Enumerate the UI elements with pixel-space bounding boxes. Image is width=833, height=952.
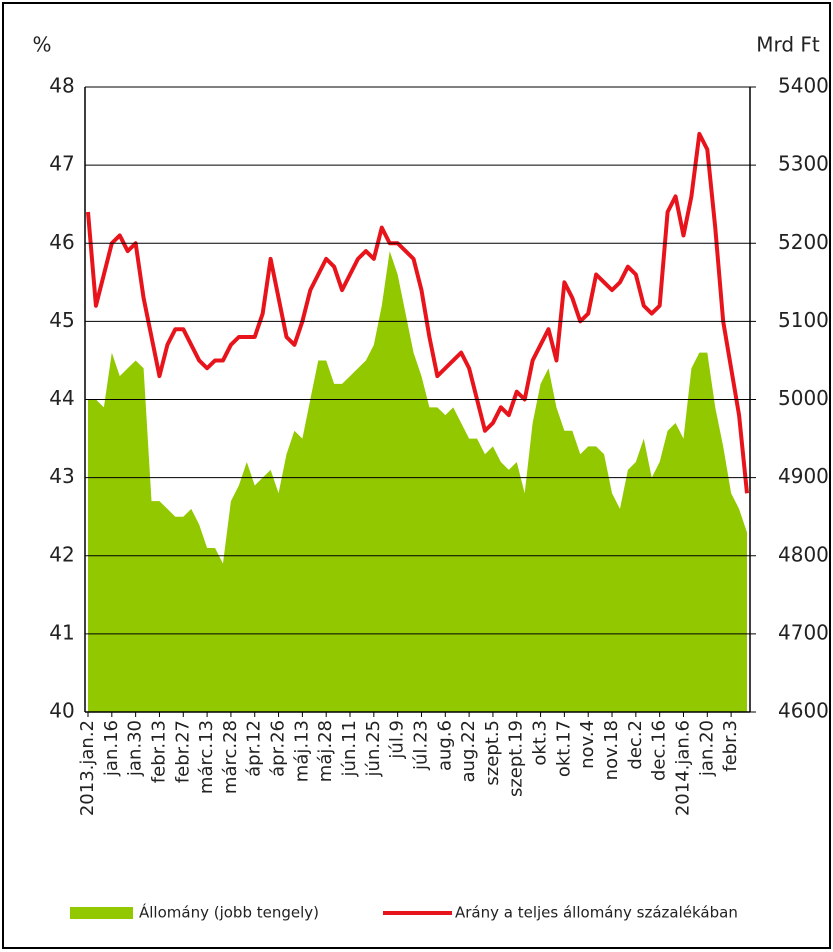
x-tick-label: okt.3 bbox=[530, 720, 551, 766]
y2-axis-label: Mrd Ft bbox=[756, 33, 820, 57]
x-tick-label: 2013.jan.2 bbox=[77, 720, 98, 816]
legend-swatch bbox=[70, 907, 133, 919]
legend-label: Arány a teljes állomány százalékában bbox=[455, 904, 738, 922]
y2-tick-label: 4900 bbox=[778, 464, 829, 488]
y-tick-label: 41 bbox=[49, 620, 74, 644]
x-tick-label: nov.4 bbox=[577, 720, 598, 769]
x-tick-label: dec.16 bbox=[649, 720, 670, 781]
legend-label: Állomány (jobb tengely) bbox=[139, 903, 319, 922]
x-tick-label: nov.18 bbox=[601, 720, 622, 780]
x-tick-label: jún.25 bbox=[363, 720, 384, 777]
x-tick-label: aug.6 bbox=[434, 720, 455, 771]
x-tick-label: aug.22 bbox=[458, 720, 479, 783]
x-tick-label: máj.13 bbox=[291, 720, 312, 782]
y-tick-label: 44 bbox=[49, 386, 74, 410]
x-tick-label: febr.13 bbox=[148, 720, 169, 783]
y-tick-label: 46 bbox=[49, 230, 74, 254]
x-tick-label: jún.11 bbox=[339, 720, 360, 777]
y2-tick-label: 4600 bbox=[778, 699, 829, 723]
area bbox=[88, 251, 747, 712]
x-tick-label: márc.28 bbox=[220, 720, 241, 794]
y-tick-label: 43 bbox=[49, 464, 74, 488]
y2-tick-label: 5100 bbox=[778, 308, 829, 332]
x-tick-label: 2014.jan.6 bbox=[672, 720, 693, 816]
y2-tick-label: 5300 bbox=[778, 152, 829, 176]
x-tick-label: okt.17 bbox=[553, 720, 574, 777]
x-tick-label: jan.16 bbox=[101, 720, 122, 777]
x-tick-label: jan.30 bbox=[125, 720, 146, 777]
x-tick-label: júl.23 bbox=[410, 720, 431, 771]
x-tick-label: febr.27 bbox=[172, 720, 193, 783]
y2-tick-label: 5400 bbox=[778, 74, 829, 98]
x-tick-label: febr.3 bbox=[720, 720, 741, 772]
y-tick-label: 42 bbox=[49, 542, 74, 566]
y-tick-label: 40 bbox=[49, 699, 74, 723]
y2-tick-label: 4700 bbox=[778, 620, 829, 644]
x-tick-label: ápr.12 bbox=[244, 720, 265, 777]
x-tick-label: dec.2 bbox=[625, 720, 646, 770]
x-tick-label: szept.19 bbox=[506, 720, 527, 797]
y2-tick-label: 5200 bbox=[778, 230, 829, 254]
line bbox=[86, 131, 749, 494]
x-tick-label: júl.9 bbox=[387, 720, 408, 760]
y2-tick-label: 5000 bbox=[778, 386, 829, 410]
x-tick-label: máj.28 bbox=[315, 720, 336, 782]
y-tick-label: 45 bbox=[49, 308, 74, 332]
x-tick-label: márc.13 bbox=[196, 720, 217, 794]
x-tick-label: ápr.26 bbox=[268, 720, 289, 777]
x-tick-label: szept.5 bbox=[482, 720, 503, 786]
y-tick-label: 48 bbox=[49, 74, 74, 98]
y-axis-label: % bbox=[32, 33, 51, 57]
y2-tick-label: 4800 bbox=[778, 542, 829, 566]
y-tick-label: 47 bbox=[49, 152, 74, 176]
x-tick-label: jan.20 bbox=[696, 720, 717, 777]
